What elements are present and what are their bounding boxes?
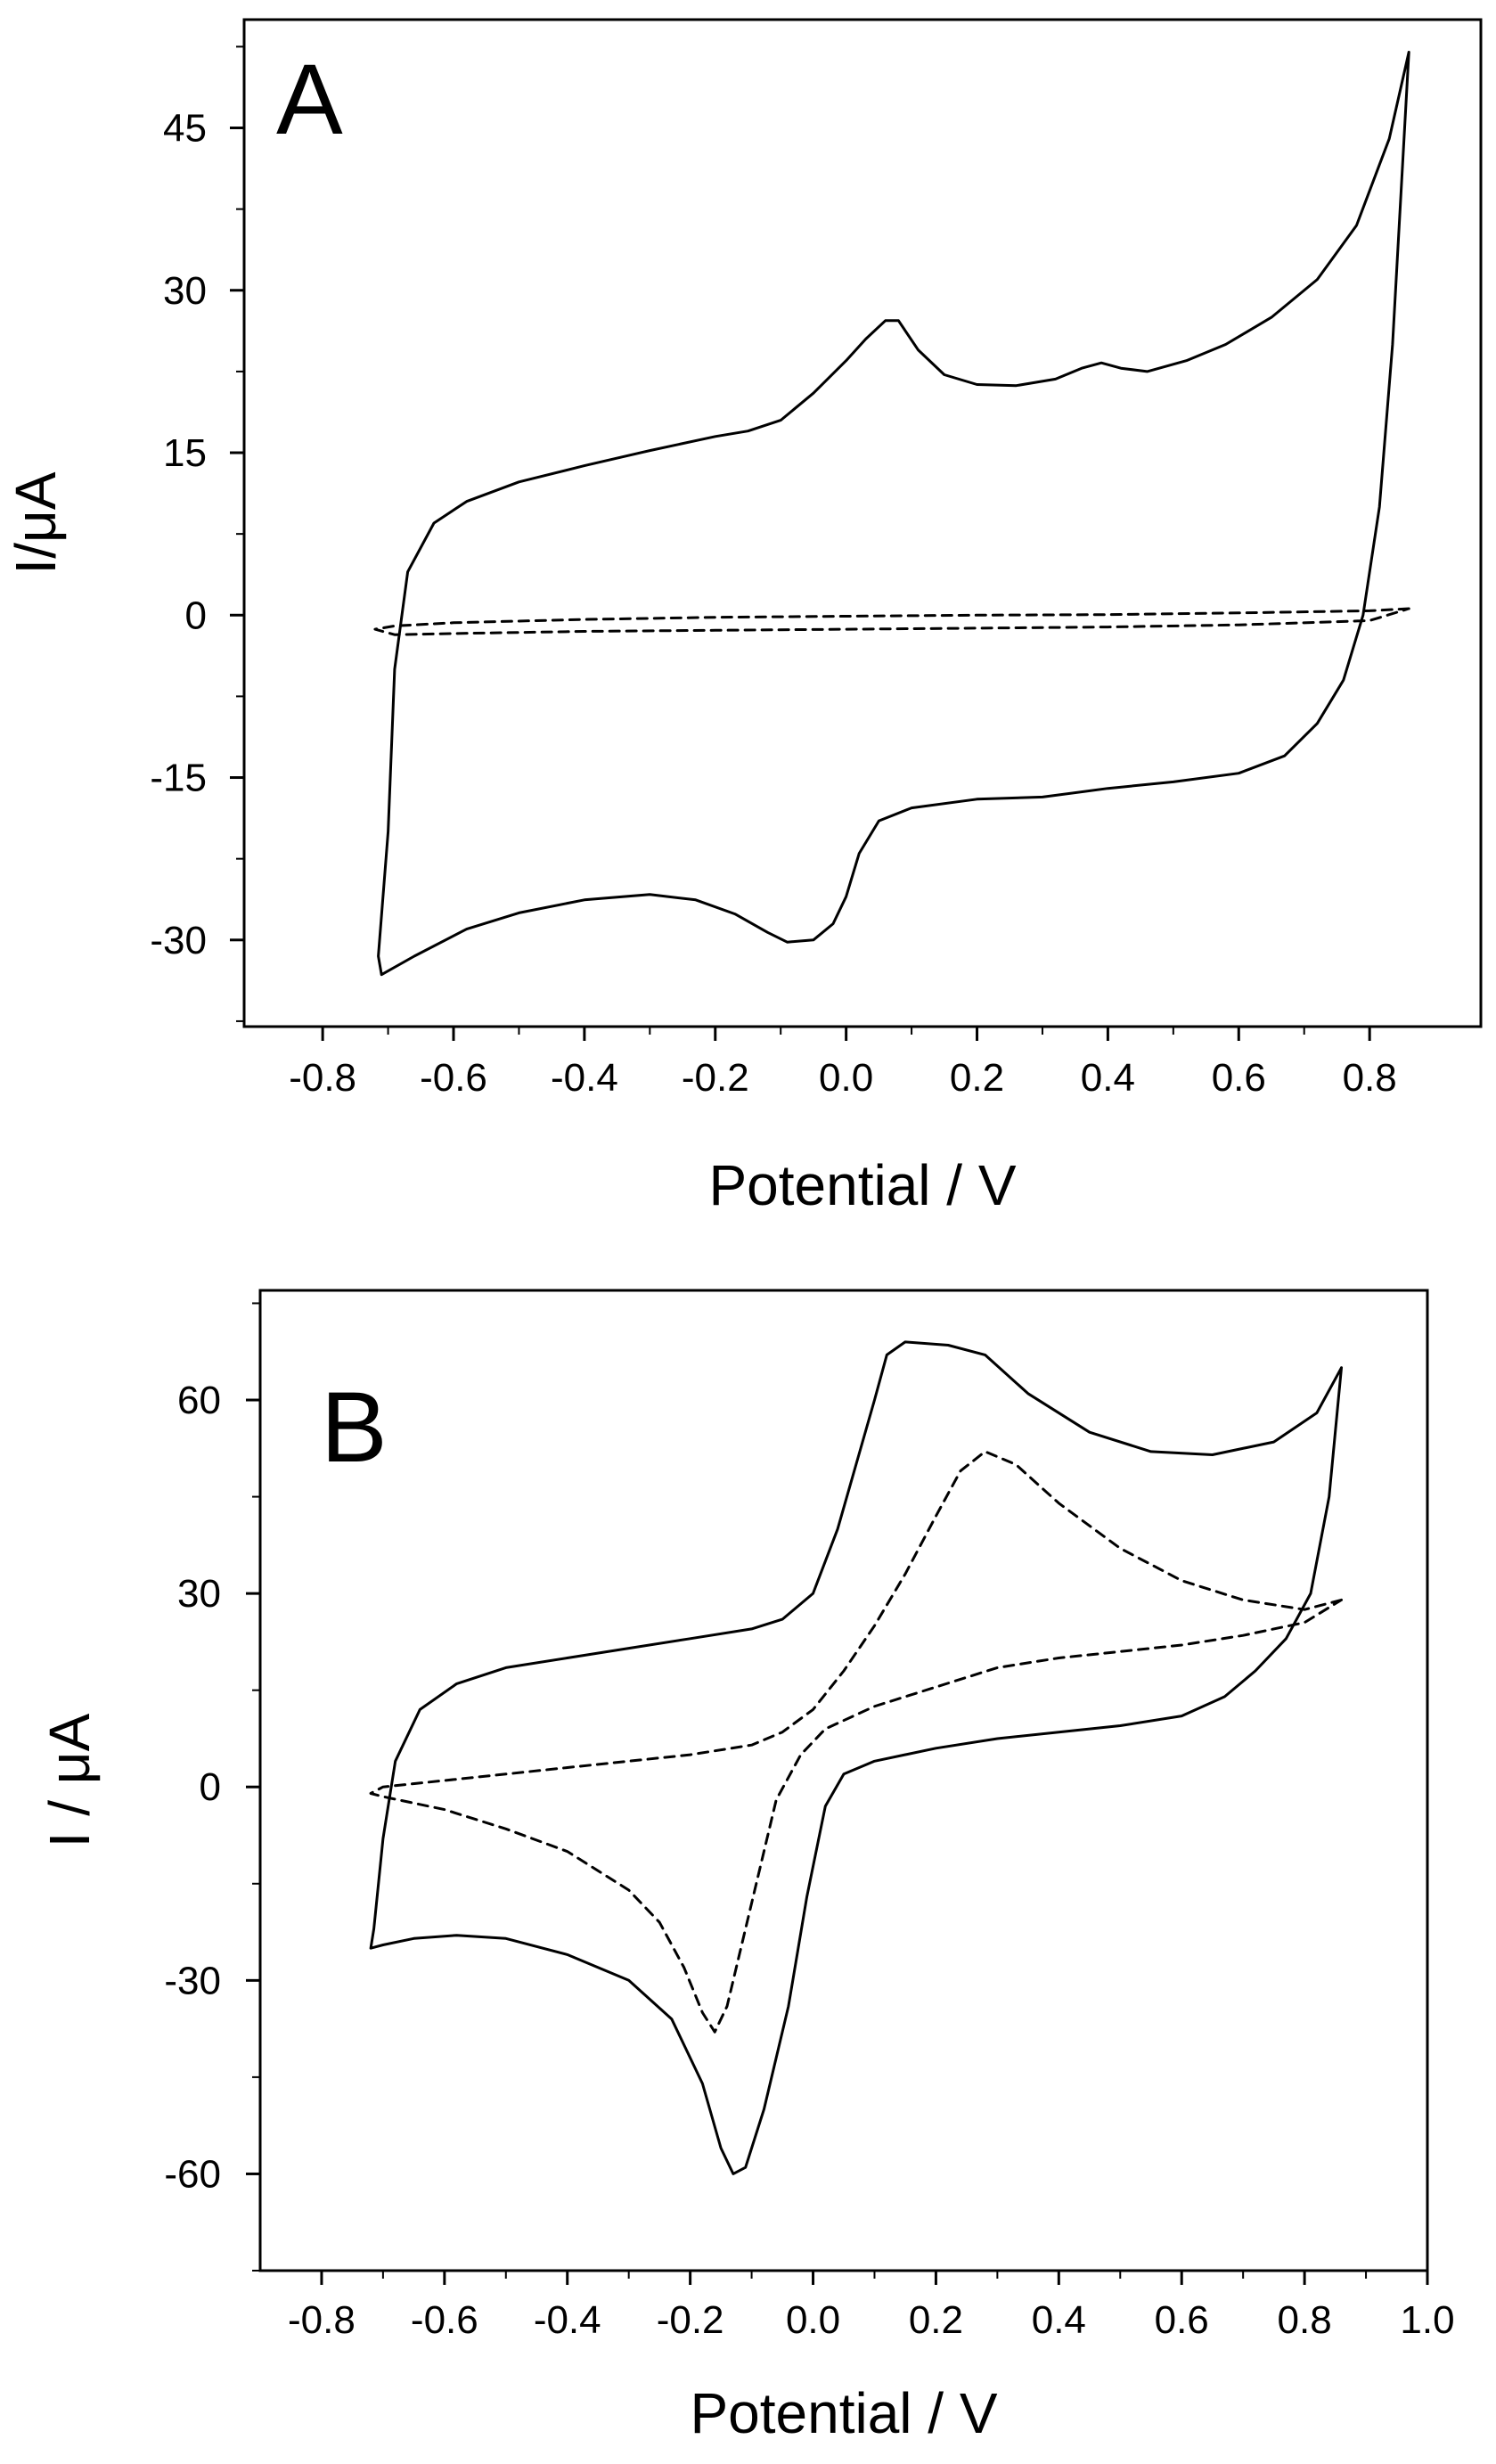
chart-0-series-solid-line (377, 51, 1410, 977)
chart-1-y-tick-label: 0 (200, 1765, 221, 1809)
chart-0-x-axis-title: Potential / V (708, 1153, 1016, 1217)
chart-0-x-tick-label: 0.8 (1343, 1056, 1397, 1100)
chart-1-x-tick-label: -0.8 (288, 2298, 356, 2342)
chart-1-plot-frame (258, 1289, 1429, 2272)
chart-0-x-tick-label: 0.2 (950, 1056, 1004, 1100)
chart-1-y-tick-label: 60 (177, 1379, 221, 1422)
chart-0-y-tick-label: 15 (163, 431, 207, 475)
chart-0-y-tick-label: 0 (185, 593, 207, 637)
chart-1-series-dashed-line (369, 1450, 1343, 2034)
chart-1-x-axis-title: Potential / V (690, 2381, 997, 2445)
chart-1-x-tick-label: 0.2 (909, 2298, 963, 2342)
chart-0-y-tick-label: -15 (150, 757, 207, 800)
chart-0-y-tick-label: -30 (150, 919, 207, 962)
chart-1-x-tick-label: 0.6 (1155, 2298, 1209, 2342)
chart-0-x-tick-label: -0.4 (551, 1056, 618, 1100)
chart-1-x-tick-label: 0.8 (1278, 2298, 1332, 2342)
chart-1-y-axis-title: I / μA (37, 1713, 102, 1847)
chart-0-x-tick-label: 0.4 (1081, 1056, 1135, 1100)
chart-0-series-dashed-line (373, 607, 1410, 636)
chart-panel-b: -0.8 -0.6 -0.4 -0.2 0.0 0.2 0.4 0.6 0.8 1.0 -60 -30… (37, 1289, 1455, 2445)
chart-1-y-tick-label: -30 (164, 1959, 221, 2002)
chart-1-x-tick-label: -0.4 (534, 2298, 601, 2342)
chart-1-x-tick-label: -0.6 (411, 2298, 478, 2342)
chart-1-y-tick-label: -60 (164, 2152, 221, 2196)
chart-1-y-tick-label: 30 (177, 1572, 221, 1616)
chart-0-x-tick-label: -0.2 (682, 1056, 749, 1100)
chart-0-x-tick-label: -0.6 (420, 1056, 487, 1100)
chart-1-panel-label: B (321, 1371, 388, 1483)
chart-1-series-solid-line (369, 1340, 1343, 2175)
chart-0-y-tick-label: 30 (163, 269, 207, 313)
chart-0-x-tick-label: 0.0 (819, 1056, 873, 1100)
chart-0-y-axis-title: I/μA (4, 471, 68, 574)
chart-0-x-tick-label: -0.8 (289, 1056, 356, 1100)
chart-0-x-tick-label: 0.6 (1212, 1056, 1266, 1100)
chart-1-x-tick-label: 0.0 (786, 2298, 840, 2342)
chart-0-y-tick-label: 45 (163, 107, 207, 151)
chart-1-x-tick-label: -0.2 (657, 2298, 724, 2342)
chart-panel-a: -0.8 -0.6 -0.4 -0.2 0.0 0.2 0.4 0.6 0.8 -30 -15 0 15… (4, 18, 1483, 1217)
chart-0-plot-frame (242, 18, 1483, 1028)
chart-1-x-tick-label: 0.4 (1032, 2298, 1086, 2342)
chart-0-panel-label: A (276, 44, 343, 155)
chart-1-x-tick-label: 1.0 (1400, 2298, 1454, 2342)
